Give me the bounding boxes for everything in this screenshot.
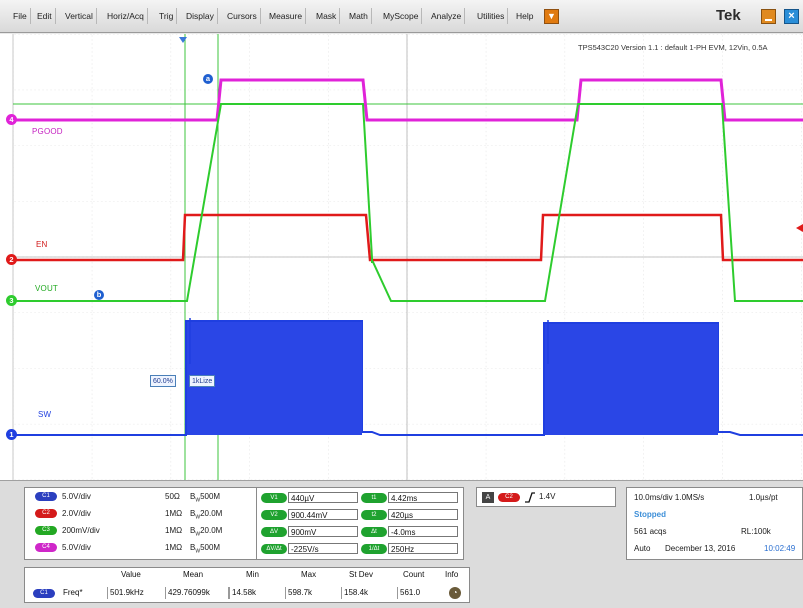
trigger-level-icon	[796, 224, 803, 232]
ch3-marker[interactable]: 3	[6, 295, 17, 306]
label-vout: VOUT	[35, 284, 59, 293]
waveform-caption: TPS543C20 Version 1.1 : default 1-PH EVM…	[578, 43, 768, 52]
channel-row-3[interactable]: C3 200mV/div 1MΩ BW20.0M	[35, 526, 222, 538]
cursor-dv-badge: ΔV	[261, 527, 287, 537]
menu-utilities[interactable]: Utilities	[474, 8, 509, 24]
cursor-readout-1: 60.0%	[150, 375, 176, 387]
close-button[interactable]: ×	[784, 9, 799, 24]
menu-edit[interactable]: Edit	[34, 8, 56, 24]
record-length: RL:100k	[741, 527, 771, 536]
info-icon[interactable]: ◔	[449, 587, 461, 599]
ch4-marker[interactable]: 4	[6, 114, 17, 125]
measurement-row-freq[interactable]: C1 Freq* 501.9kHz 429.76099k 14.58k 598.…	[25, 587, 471, 601]
meas-source-badge: C1	[33, 589, 55, 598]
cursor-t1-value: 4.42ms	[388, 492, 458, 503]
channel-settings-panel[interactable]: C1 5.0V/div 50Ω BW500M C2 2.0V/div 1MΩ B…	[24, 487, 257, 560]
measurement-table[interactable]: Value Mean Min Max St Dev Count Info C1 …	[24, 567, 470, 603]
trigger-panel[interactable]: A C2 1.4V	[476, 487, 616, 507]
trigger-level: 1.4V	[539, 492, 556, 501]
meas-count: 561.0	[397, 587, 439, 599]
trace-ch2-en	[13, 213, 803, 262]
menu-myscope[interactable]: MyScope	[380, 8, 423, 24]
cursor-dvdt-badge: ΔV/Δt	[261, 544, 287, 554]
cursor-t1-badge: t1	[361, 493, 387, 503]
sample-interval: 1.0µs/pt	[749, 493, 778, 502]
ch3-badge: C3	[35, 526, 57, 536]
measurement-header-row: Value Mean Min Max St Dev Count Info	[121, 570, 459, 579]
label-en: EN	[36, 240, 48, 249]
ch1-badge: C1	[35, 492, 57, 502]
cursor-t2-badge: t2	[361, 510, 387, 520]
meas-max: 598.7k	[285, 587, 341, 599]
trigger-source-badge: C2	[498, 493, 520, 502]
meas-value: 501.9kHz	[107, 587, 165, 599]
ch4-badge: C4	[35, 543, 57, 553]
channel-row-2[interactable]: C2 2.0V/div 1MΩ BW20.0M	[35, 509, 222, 521]
acq-count: 561 acqs	[634, 527, 667, 536]
date: December 13, 2016	[665, 544, 736, 553]
cursor-v2-badge: V2	[261, 510, 287, 520]
menu-mask[interactable]: Mask	[313, 8, 341, 24]
waveform-display[interactable]: TPS543C20 Version 1.1 : default 1-PH EVM…	[0, 34, 803, 480]
bottom-readout-area: C1 5.0V/div 50Ω BW500M C2 2.0V/div 1MΩ B…	[0, 480, 803, 608]
meas-name: Freq*	[63, 588, 83, 597]
trace-ch1-sw	[13, 320, 803, 436]
meas-min: 14.58k	[229, 587, 285, 599]
cursor-dt-badge: Δt	[361, 527, 387, 537]
rising-edge-icon	[525, 492, 535, 503]
trace-ch1-sw-burst-2	[545, 324, 718, 435]
label-sw: SW	[38, 410, 52, 419]
cursor-readout-panel[interactable]: V1 440µV V2 900.44mV ΔV 900mV ΔV/Δt -225…	[256, 487, 464, 560]
cursor-v1-badge: V1	[261, 493, 287, 503]
trace-ch1-sw-burst-1	[187, 322, 362, 435]
time: 10:02:49	[764, 544, 796, 553]
cursor-marker-a[interactable]: a	[203, 74, 213, 84]
menu-bar: File Edit Vertical Horiz/Acq Trig Displa…	[0, 0, 803, 33]
menu-display[interactable]: Display	[183, 8, 218, 24]
acq-status: Stopped	[634, 510, 666, 519]
menu-vertical[interactable]: Vertical	[62, 8, 97, 24]
cursor-marker-b[interactable]: b	[94, 290, 104, 300]
menu-cursors[interactable]: Cursors	[224, 8, 261, 24]
tek-logo: Tek	[716, 7, 741, 24]
cursor-dvdt-value: -225V/s	[288, 543, 358, 554]
cursor-readout-2: 1kLize	[189, 375, 216, 387]
channel-row-1[interactable]: C1 5.0V/div 50Ω BW500M	[35, 492, 220, 504]
ch2-marker[interactable]: 2	[6, 254, 17, 265]
waveform-graticule	[12, 34, 803, 480]
trigger-auto-mode: Auto	[634, 544, 651, 553]
menu-analyze[interactable]: Analyze	[428, 8, 466, 24]
trace-ch4-pgood	[13, 78, 803, 122]
trace-ch3-vout	[13, 103, 803, 302]
ch2-badge: C2	[35, 509, 57, 519]
menu-trig[interactable]: Trig	[156, 8, 178, 24]
minimize-button[interactable]	[761, 9, 776, 24]
channel-row-4[interactable]: C4 5.0V/div 1MΩ BW500M	[35, 543, 220, 555]
cursor-invdt-badge: 1/Δt	[361, 544, 387, 554]
cursor-t2-value: 420µs	[388, 509, 458, 520]
menu-file[interactable]: File	[10, 8, 31, 24]
dropdown-arrow-icon[interactable]: ▼	[544, 9, 559, 24]
menu-measure[interactable]: Measure	[266, 8, 307, 24]
menu-horiz-acq[interactable]: Horiz/Acq	[104, 8, 148, 24]
cursor-invdt-value: 250Hz	[388, 543, 458, 554]
acquisition-panel[interactable]: 10.0ms/div 1.0MS/s 1.0µs/pt Stopped 561 …	[626, 487, 803, 560]
menu-help[interactable]: Help	[516, 11, 534, 21]
trigger-position-icon	[179, 37, 187, 43]
ch1-marker[interactable]: 1	[6, 429, 17, 440]
menu-math[interactable]: Math	[346, 8, 372, 24]
trigger-mode-badge: A	[482, 492, 494, 503]
cursor-dv-value: 900mV	[288, 526, 358, 537]
cursor-dt-value: -4.0ms	[388, 526, 458, 537]
meas-mean: 429.76099k	[165, 587, 229, 599]
timebase: 10.0ms/div 1.0MS/s	[634, 493, 705, 502]
cursor-v2-value: 900.44mV	[288, 509, 358, 520]
meas-stdev: 158.4k	[341, 587, 397, 599]
cursor-v1-value: 440µV	[288, 492, 358, 503]
label-pgood: PGOOD	[32, 127, 63, 136]
